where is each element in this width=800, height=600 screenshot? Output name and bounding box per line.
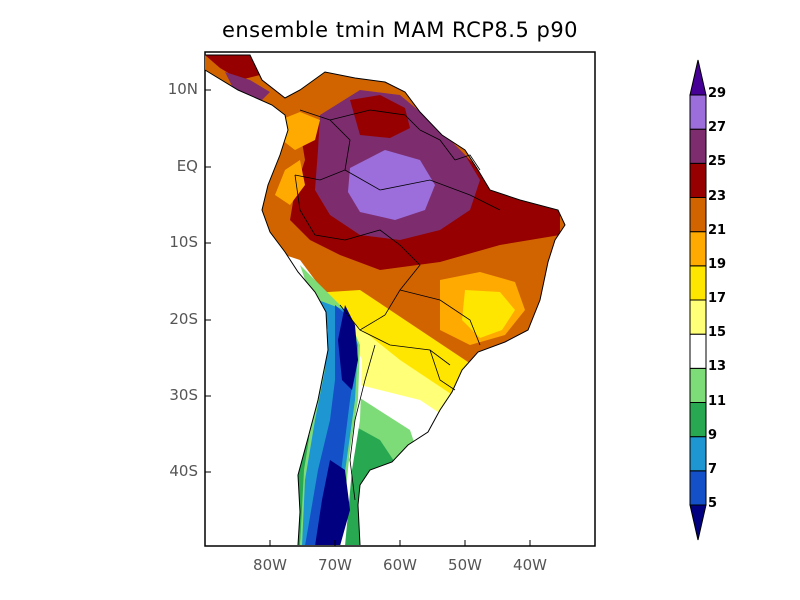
colorbar-box [689,299,707,335]
lon-label-60w: 60W [383,556,417,574]
lon-label-70w: 70W [318,556,352,574]
colorbar-box [689,402,707,438]
colorbar-box [689,265,707,301]
colorbar-box [689,367,707,404]
lat-label-10n: 10N [167,80,198,98]
colorbar-level-label: 19 [708,256,727,272]
colorbar-level-label: 7 [708,461,718,477]
colorbar-level-label: 9 [708,427,718,443]
colombia-21-23 [280,112,320,150]
colorbar-level-label: 5 [708,496,718,511]
lat-label-20s: 20S [169,310,198,328]
andes-below-5-north [338,305,358,390]
band-27-29 [348,150,435,220]
map-title: ensemble tmin MAM RCP8.5 p90 [221,18,579,42]
venezuela-23-25 [350,95,410,138]
colorbar-box [689,470,707,506]
colorbar-box [689,162,707,198]
colorbar-level-label: 25 [708,154,727,170]
lon-label-40w: 40W [513,556,547,574]
lon-label-80w: 80W [253,556,287,574]
colorbar-box [689,197,707,233]
country-borders [294,109,501,501]
colorbar-level-label: 17 [708,291,727,306]
colorbar-box [689,128,707,164]
central-america-25-27 [225,72,270,100]
colorbar-level-label: 13 [708,359,727,375]
colorbar-box [689,231,707,267]
central-america-23-25 [205,55,260,80]
coastline [204,54,566,546]
axis-ticks [205,89,531,546]
colorbar-arrow-high [689,59,707,96]
colorbar [689,59,707,541]
colorbar-level-label: 27 [708,120,727,136]
colorbar-level-label: 23 [708,188,727,204]
lat-label-40s: 40S [169,462,198,480]
lat-label-10s: 10S [169,233,198,251]
lon-label-50w: 50W [448,556,482,574]
colorbar-level-label: 11 [708,393,727,409]
lat-label-30s: 30S [169,386,198,404]
colorbar-box [689,94,707,130]
colorbar-level-label: 21 [708,222,727,238]
colorbar-level-label: 29 [708,86,727,101]
andes-below-5-south [315,460,350,545]
brazil-19-21 [462,290,515,338]
colorbar-box [689,333,707,369]
colorbar-level-label: 15 [708,325,727,341]
colorbar-box [689,436,707,472]
lat-label-eq: EQ [176,157,198,175]
colorbar-arrow-low [689,504,707,541]
